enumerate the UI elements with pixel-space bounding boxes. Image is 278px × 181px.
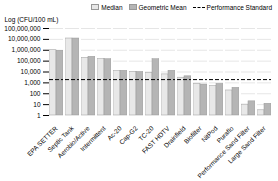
svg-text:Log (CFU/100 mL): Log (CFU/100 mL) xyxy=(5,16,59,24)
html-text:Median: Median xyxy=(101,3,123,11)
svg-text:EPA SETTER: EPA SETTER xyxy=(25,124,59,158)
svg-text:Large Sand Filter: Large Sand Filter xyxy=(226,124,268,166)
svg-text:Cap-G2: Cap-G2 xyxy=(118,124,140,146)
svg-text:10,000,000: 10,000,000 xyxy=(8,35,41,42)
svg-text:Drainfield: Drainfield xyxy=(162,124,187,149)
svg-text:1,000: 1,000 xyxy=(24,79,41,86)
svg-text:10,000: 10,000 xyxy=(21,68,41,75)
svg-text:Aerobio/Active: Aerobio/Active xyxy=(56,124,91,160)
svg-text:Intermittent: Intermittent xyxy=(79,124,107,152)
svg-text:NitPod: NitPod xyxy=(199,124,219,144)
svg-text:100: 100 xyxy=(30,90,41,97)
svg-text:100,000,000: 100,000,000 xyxy=(4,25,41,32)
svg-text:100,000: 100,000 xyxy=(17,57,41,64)
svg-text:Puraflo: Puraflo xyxy=(215,124,235,145)
svg-text:1,000,000: 1,000,000 xyxy=(12,46,41,53)
svg-text:Ac-20: Ac-20 xyxy=(105,124,123,142)
svg-text:FAST HDTV: FAST HDTV xyxy=(140,124,171,155)
svg-text:TC-20: TC-20 xyxy=(137,124,155,143)
svg-text:10: 10 xyxy=(33,101,41,108)
svg-text:Biofilter: Biofilter xyxy=(182,124,203,145)
html-text:Performance Standard: Performance Standard xyxy=(206,3,272,11)
svg-text:Septic Tank: Septic Tank xyxy=(46,124,75,154)
html-text:Geometric Mean: Geometric Mean xyxy=(138,3,187,11)
svg-text:1: 1 xyxy=(37,112,41,119)
